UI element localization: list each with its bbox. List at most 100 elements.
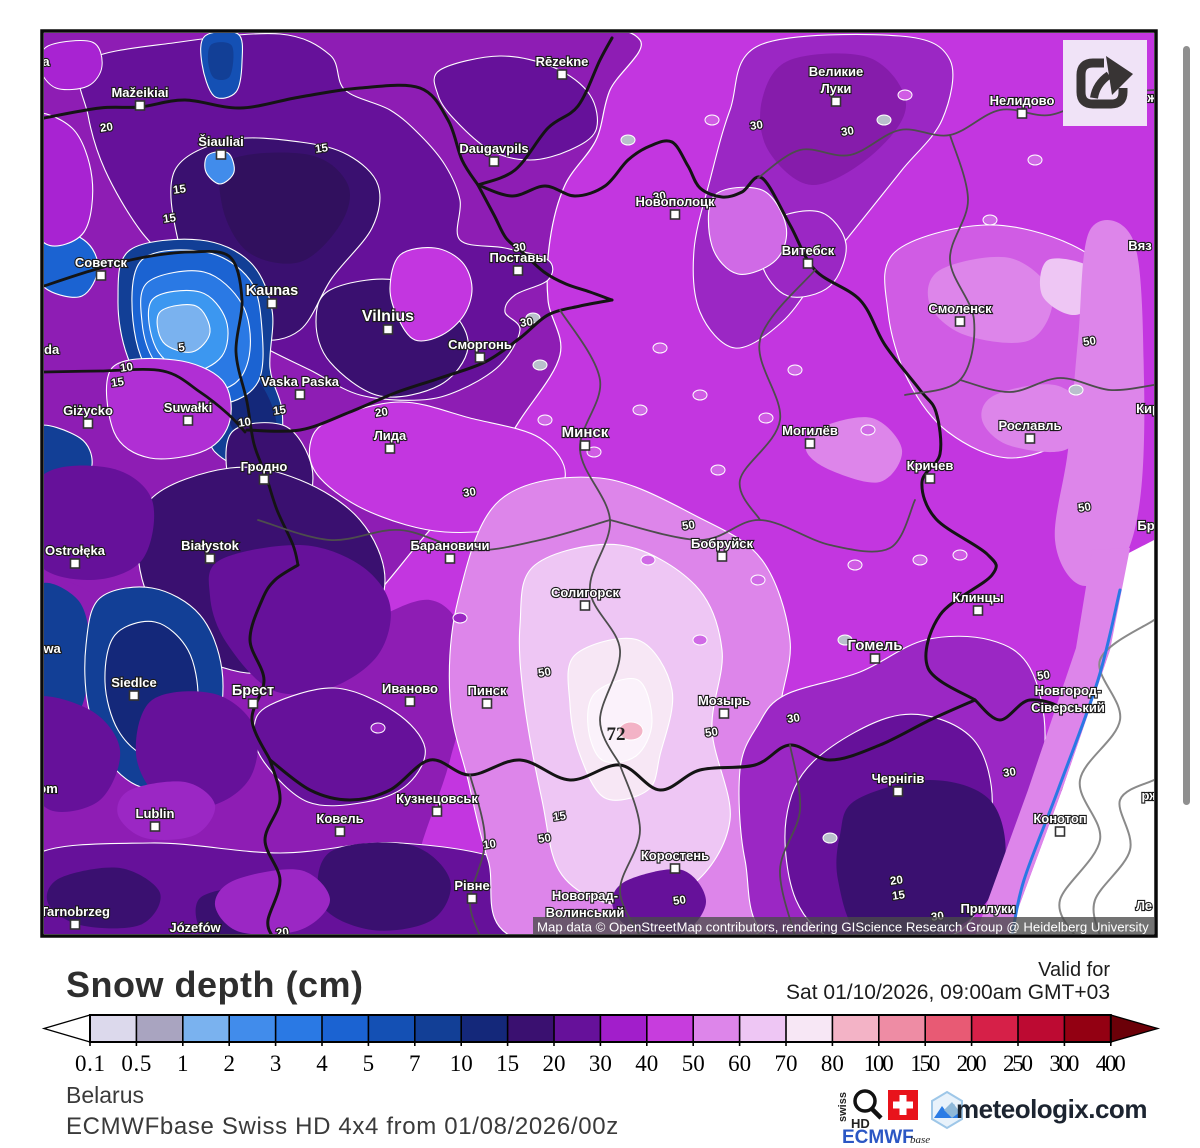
svg-text:15: 15: [162, 212, 177, 226]
svg-text:Tarnobrzeg: Tarnobrzeg: [40, 904, 110, 919]
svg-text:Гомель: Гомель: [848, 637, 903, 654]
svg-text:10: 10: [237, 416, 251, 430]
svg-text:Вяз: Вяз: [1128, 238, 1152, 253]
svg-text:30: 30: [462, 486, 476, 500]
svg-text:72: 72: [607, 724, 626, 745]
svg-text:Волинський: Волинський: [546, 905, 625, 920]
svg-text:30: 30: [512, 241, 526, 255]
svg-text:Пинск: Пинск: [468, 683, 507, 698]
svg-text:Брест: Брест: [232, 683, 274, 699]
svg-text:Советск: Советск: [75, 255, 128, 270]
svg-text:Мозырь: Мозырь: [698, 693, 750, 708]
svg-text:Новополоцк: Новополоцк: [635, 194, 715, 209]
svg-text:100: 100: [864, 1051, 894, 1076]
svg-text:Бобруйск: Бобруйск: [691, 536, 754, 551]
svg-text:Рославль: Рославль: [999, 418, 1062, 433]
svg-text:Витебск: Витебск: [782, 243, 835, 258]
svg-text:a: a: [42, 54, 50, 69]
svg-text:3: 3: [270, 1051, 282, 1076]
svg-text:30: 30: [589, 1051, 612, 1076]
svg-text:0.5: 0.5: [121, 1051, 151, 1076]
svg-text:0.1: 0.1: [75, 1051, 105, 1076]
svg-text:50: 50: [1082, 335, 1096, 349]
svg-text:om: om: [38, 781, 58, 796]
svg-text:1: 1: [177, 1051, 189, 1076]
svg-text:base: base: [910, 1134, 930, 1146]
svg-text:30: 30: [1002, 766, 1016, 780]
svg-text:Vilnius: Vilnius: [362, 308, 414, 325]
svg-text:Daugavpils: Daugavpils: [459, 141, 528, 156]
svg-text:Гродно: Гродно: [241, 459, 288, 474]
svg-text:Чернігів: Чернігів: [872, 771, 925, 786]
svg-text:40: 40: [635, 1051, 658, 1076]
svg-text:400: 400: [1096, 1051, 1126, 1076]
svg-text:10: 10: [482, 838, 496, 852]
svg-text:5: 5: [363, 1051, 375, 1076]
svg-text:Ostrołęka: Ostrołęka: [45, 543, 106, 558]
svg-text:30: 30: [749, 119, 763, 133]
svg-text:Сіверський: Сіверський: [1031, 700, 1105, 715]
svg-text:60: 60: [728, 1051, 751, 1076]
svg-text:Ковель: Ковель: [316, 811, 363, 826]
svg-text:Коростень: Коростень: [641, 848, 709, 863]
svg-text:80: 80: [821, 1051, 844, 1076]
svg-text:70: 70: [775, 1051, 798, 1076]
svg-text:Giżycko: Giżycko: [63, 403, 113, 418]
svg-text:рж: рж: [1142, 788, 1159, 803]
svg-text:Конотоп: Конотоп: [1033, 811, 1086, 826]
svg-text:ж: ж: [1146, 90, 1157, 105]
svg-text:Смоленск: Смоленск: [928, 301, 992, 316]
svg-text:20: 20: [99, 121, 113, 135]
svg-text:15: 15: [172, 183, 187, 197]
svg-text:50: 50: [1077, 501, 1091, 515]
svg-text:20: 20: [275, 926, 289, 938]
svg-text:Прилуки: Прилуки: [960, 901, 1015, 916]
svg-text:20: 20: [374, 406, 388, 420]
svg-text:50: 50: [681, 519, 695, 533]
svg-text:250: 250: [1003, 1051, 1033, 1076]
svg-text:150: 150: [910, 1051, 940, 1076]
svg-text:Šiauliai: Šiauliai: [198, 134, 244, 149]
svg-text:ECMWF: ECMWF: [842, 1127, 914, 1148]
svg-text:7: 7: [409, 1051, 421, 1076]
svg-text:Кир: Кир: [1136, 401, 1158, 416]
svg-text:15: 15: [496, 1051, 519, 1076]
svg-text:Rēzekne: Rēzekne: [536, 54, 589, 69]
svg-text:Новоград-: Новоград-: [552, 888, 618, 903]
svg-text:Иваново: Иваново: [382, 681, 438, 696]
svg-text:Поставы: Поставы: [489, 250, 546, 265]
svg-text:Ле: Ле: [1136, 898, 1152, 913]
svg-text:30: 30: [519, 316, 533, 330]
svg-text:10: 10: [119, 361, 133, 375]
svg-text:Луки: Луки: [821, 81, 852, 96]
svg-text:10: 10: [450, 1051, 473, 1076]
svg-text:Рівне: Рівне: [454, 878, 489, 893]
svg-text:ėda: ėda: [38, 342, 60, 357]
svg-text:2: 2: [223, 1051, 235, 1076]
svg-text:Mažeikiai: Mažeikiai: [111, 85, 168, 100]
svg-text:15: 15: [552, 810, 567, 824]
svg-text:Нелидово: Нелидово: [990, 93, 1055, 108]
svg-text:50: 50: [537, 666, 551, 680]
svg-text:Кузнецовськ: Кузнецовськ: [396, 791, 478, 806]
svg-text:meteologix.com: meteologix.com: [956, 1094, 1147, 1124]
svg-text:Могилёв: Могилёв: [782, 423, 838, 438]
svg-text:50: 50: [704, 726, 718, 740]
svg-text:30: 30: [786, 712, 800, 726]
svg-text:50: 50: [672, 894, 686, 908]
svg-text:300: 300: [1049, 1051, 1079, 1076]
svg-text:Siedlce: Siedlce: [111, 675, 157, 690]
svg-text:Map data © OpenStreetMap contr: Map data © OpenStreetMap contributors, r…: [537, 920, 1149, 935]
svg-text:5: 5: [178, 342, 187, 355]
svg-text:50: 50: [682, 1051, 705, 1076]
svg-text:Бр: Бр: [1137, 518, 1154, 533]
svg-text:15: 15: [110, 376, 125, 390]
svg-text:Józefów: Józefów: [169, 920, 221, 935]
svg-text:Lublin: Lublin: [136, 806, 175, 821]
svg-text:Клинцы: Клинцы: [952, 590, 1003, 605]
svg-text:wa: wa: [42, 641, 61, 656]
svg-text:Новгород-: Новгород-: [1035, 683, 1102, 698]
svg-text:15: 15: [314, 142, 329, 156]
svg-text:20: 20: [889, 874, 903, 888]
svg-text:Suwałki: Suwałki: [164, 400, 212, 415]
